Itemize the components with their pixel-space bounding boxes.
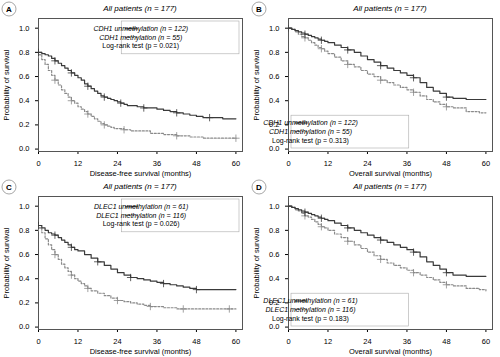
svg-text:0.8: 0.8 [269, 226, 279, 235]
svg-text:CDH1 methylation (n = 55): CDH1 methylation (n = 55) [269, 128, 352, 136]
svg-text:24: 24 [363, 159, 371, 168]
svg-text:0.4: 0.4 [269, 96, 279, 105]
svg-text:0.6: 0.6 [269, 250, 279, 259]
svg-text:0: 0 [36, 337, 40, 346]
svg-text:0: 0 [286, 337, 290, 346]
svg-text:12: 12 [74, 337, 82, 346]
svg-text:DLEC1 methylation (n = 116): DLEC1 methylation (n = 116) [96, 212, 186, 220]
svg-text:All patients (n = 177): All patients (n = 177) [352, 4, 427, 13]
svg-text:1.0: 1.0 [269, 202, 279, 211]
svg-text:All patients (n = 177): All patients (n = 177) [352, 182, 427, 191]
svg-text:12: 12 [324, 337, 332, 346]
svg-text:36: 36 [153, 337, 161, 346]
svg-text:0.6: 0.6 [19, 250, 29, 259]
svg-text:0.4: 0.4 [19, 96, 29, 105]
svg-text:Probability of survival: Probability of survival [252, 227, 261, 298]
svg-text:36: 36 [153, 159, 161, 168]
svg-text:Log-rank test (p = 0.021): Log-rank test (p = 0.021) [102, 42, 179, 50]
svg-text:0.0: 0.0 [269, 144, 279, 153]
svg-text:48: 48 [192, 337, 200, 346]
svg-text:1.0: 1.0 [269, 24, 279, 33]
svg-text:Probability of survival: Probability of survival [2, 227, 11, 298]
svg-text:24: 24 [363, 337, 371, 346]
svg-text:60: 60 [482, 337, 490, 346]
svg-text:12: 12 [74, 159, 82, 168]
svg-text:36: 36 [403, 159, 411, 168]
svg-text:Disease-free survival (months): Disease-free survival (months) [90, 347, 192, 356]
svg-text:DLEC1 unmethylation (n = 61): DLEC1 unmethylation (n = 61) [263, 297, 357, 305]
svg-text:24: 24 [113, 337, 121, 346]
svg-text:Overall survival (months): Overall survival (months) [349, 347, 432, 356]
svg-text:60: 60 [232, 337, 240, 346]
svg-text:Probability of survival: Probability of survival [252, 49, 261, 120]
svg-text:CDH1 unmethylation (n = 122): CDH1 unmethylation (n = 122) [263, 119, 358, 127]
svg-text:36: 36 [403, 337, 411, 346]
svg-text:Log-rank test (p = 0.183): Log-rank test (p = 0.183) [272, 315, 349, 323]
svg-text:Log-rank test (p = 0.313): Log-rank test (p = 0.313) [272, 137, 349, 145]
svg-text:1.0: 1.0 [19, 202, 29, 211]
svg-text:0.4: 0.4 [19, 274, 29, 283]
svg-text:1.0: 1.0 [19, 24, 29, 33]
svg-text:24: 24 [113, 159, 121, 168]
svg-text:0: 0 [36, 159, 40, 168]
svg-text:Overall survival (months): Overall survival (months) [349, 169, 432, 178]
svg-text:All patients (n = 177): All patients (n = 177) [102, 4, 177, 13]
svg-text:Probability of survival: Probability of survival [2, 49, 11, 120]
svg-text:0.8: 0.8 [269, 48, 279, 57]
svg-text:C: C [6, 183, 12, 192]
svg-text:0.8: 0.8 [19, 226, 29, 235]
svg-text:0.0: 0.0 [19, 322, 29, 331]
svg-text:0: 0 [286, 159, 290, 168]
svg-text:0.2: 0.2 [19, 298, 29, 307]
svg-text:0.6: 0.6 [269, 72, 279, 81]
svg-text:48: 48 [192, 159, 200, 168]
svg-text:0.2: 0.2 [19, 120, 29, 129]
svg-text:CDH1 unmethylation (n = 122): CDH1 unmethylation (n = 122) [93, 25, 188, 33]
svg-text:0.6: 0.6 [19, 72, 29, 81]
svg-text:48: 48 [442, 159, 450, 168]
svg-text:0.8: 0.8 [19, 48, 29, 57]
svg-text:0.0: 0.0 [19, 144, 29, 153]
svg-text:DLEC1 unmethylation (n = 61): DLEC1 unmethylation (n = 61) [94, 203, 188, 211]
svg-text:48: 48 [442, 337, 450, 346]
svg-text:60: 60 [482, 159, 490, 168]
svg-text:0.4: 0.4 [269, 274, 279, 283]
svg-text:A: A [6, 5, 12, 14]
svg-text:All patients (n = 177): All patients (n = 177) [102, 182, 177, 191]
svg-text:CDH1 methylation (n = 55): CDH1 methylation (n = 55) [99, 34, 182, 42]
svg-text:60: 60 [232, 159, 240, 168]
svg-text:DLEC1 methylation (n = 116): DLEC1 methylation (n = 116) [266, 306, 356, 314]
svg-text:Disease-free survival (months): Disease-free survival (months) [90, 169, 192, 178]
svg-text:0.0: 0.0 [269, 322, 279, 331]
svg-text:B: B [256, 5, 262, 14]
svg-text:Log-rank test (p = 0.026): Log-rank test (p = 0.026) [103, 220, 180, 228]
svg-text:D: D [256, 183, 262, 192]
svg-text:12: 12 [324, 159, 332, 168]
